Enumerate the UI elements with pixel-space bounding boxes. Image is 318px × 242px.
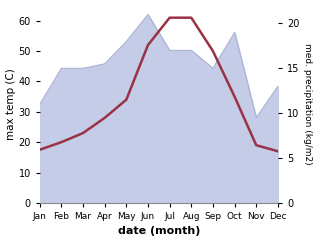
Y-axis label: max temp (C): max temp (C) xyxy=(5,68,16,140)
Y-axis label: med. precipitation (kg/m2): med. precipitation (kg/m2) xyxy=(303,43,313,165)
X-axis label: date (month): date (month) xyxy=(118,227,200,236)
